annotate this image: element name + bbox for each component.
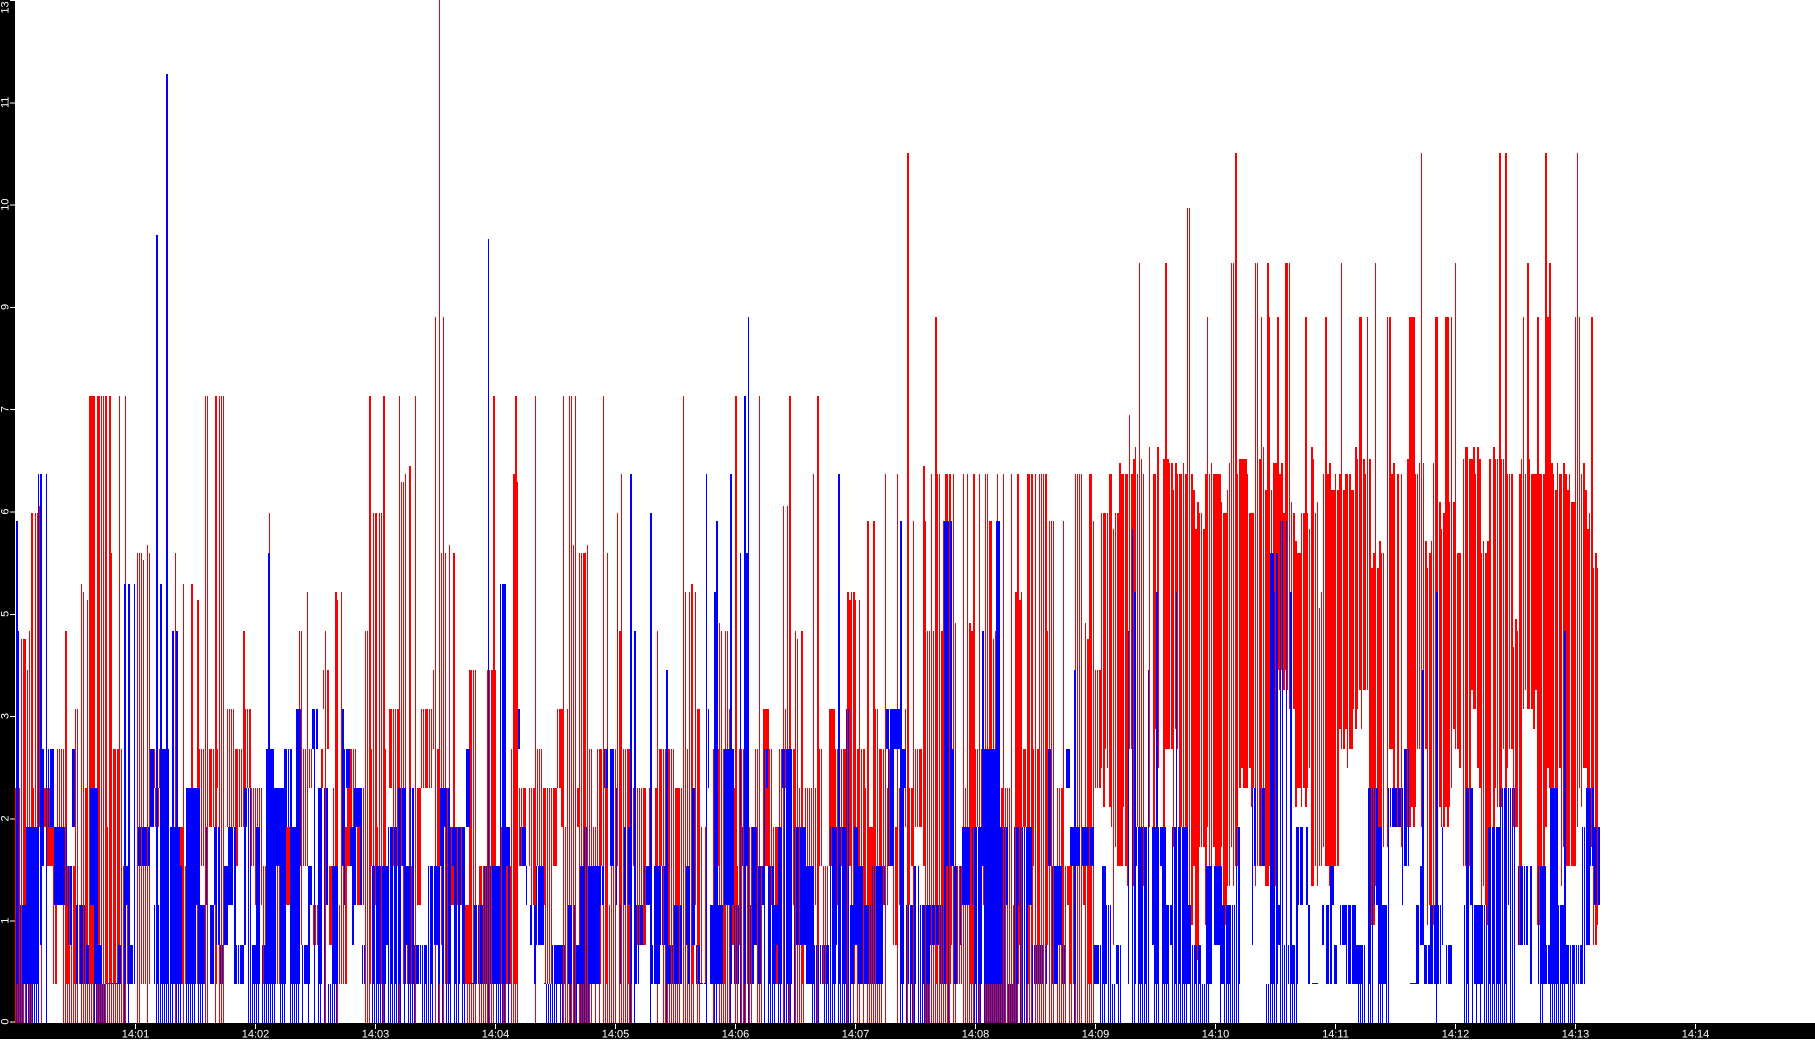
svg-text:14:05: 14:05 [602, 1028, 630, 1039]
svg-text:6: 6 [0, 508, 12, 514]
svg-text:3: 3 [0, 713, 12, 719]
svg-text:14:13: 14:13 [1562, 1028, 1590, 1039]
svg-text:14:09: 14:09 [1082, 1028, 1110, 1039]
svg-text:14:01: 14:01 [122, 1028, 150, 1039]
svg-text:14:14: 14:14 [1682, 1028, 1710, 1039]
svg-text:14:03: 14:03 [362, 1028, 390, 1039]
svg-text:10: 10 [0, 198, 12, 210]
svg-text:14:08: 14:08 [962, 1028, 990, 1039]
svg-text:5: 5 [0, 611, 12, 617]
svg-text:1: 1 [0, 918, 12, 924]
svg-text:7: 7 [0, 406, 12, 412]
svg-text:14:06: 14:06 [722, 1028, 750, 1039]
svg-text:14:07: 14:07 [842, 1028, 870, 1039]
svg-text:14:11: 14:11 [1322, 1028, 1349, 1039]
svg-text:14:12: 14:12 [1442, 1028, 1470, 1039]
svg-text:14:02: 14:02 [242, 1028, 270, 1039]
svg-text:9: 9 [0, 304, 12, 310]
svg-text:14:10: 14:10 [1202, 1028, 1230, 1039]
svg-text:2: 2 [0, 815, 12, 821]
svg-text:13: 13 [0, 1, 12, 13]
svg-text:0: 0 [0, 1018, 12, 1024]
svg-text:14:04: 14:04 [482, 1028, 510, 1039]
svg-text:11: 11 [0, 97, 12, 108]
